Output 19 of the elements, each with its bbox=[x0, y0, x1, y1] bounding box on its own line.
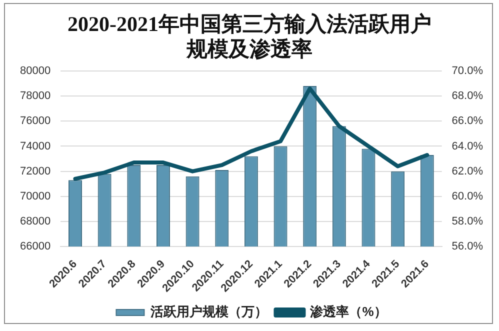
y2-tick-label: 64.0% bbox=[452, 140, 484, 152]
y2-tick-label: 66.0% bbox=[452, 115, 484, 128]
y-tick-label: 76000 bbox=[20, 115, 51, 128]
chart-title: 2020-2021年中国第三方输入法活跃用户规模及渗透率 bbox=[66, 12, 432, 62]
y-tick-label: 70000 bbox=[20, 190, 51, 202]
y2-tick-label: 70.0% bbox=[452, 65, 484, 78]
y-tick-label: 66000 bbox=[20, 240, 51, 253]
y2-tick-label: 68.0% bbox=[452, 90, 484, 102]
y2-tick-label: 56.0% bbox=[452, 240, 484, 253]
y-tick-label: 80000 bbox=[20, 65, 51, 78]
legend-label: 渗透率（%） bbox=[309, 304, 387, 320]
y2-tick-label: 58.0% bbox=[452, 216, 484, 228]
y2-tick-label: 62.0% bbox=[452, 165, 484, 178]
legend-label: 活跃用户规模（万） bbox=[150, 304, 268, 320]
y-tick-label: 68000 bbox=[20, 216, 51, 228]
y-tick-label: 72000 bbox=[20, 165, 51, 178]
y-tick-label: 74000 bbox=[20, 140, 51, 152]
y-tick-label: 78000 bbox=[20, 90, 51, 102]
y2-tick-label: 60.0% bbox=[452, 190, 484, 202]
